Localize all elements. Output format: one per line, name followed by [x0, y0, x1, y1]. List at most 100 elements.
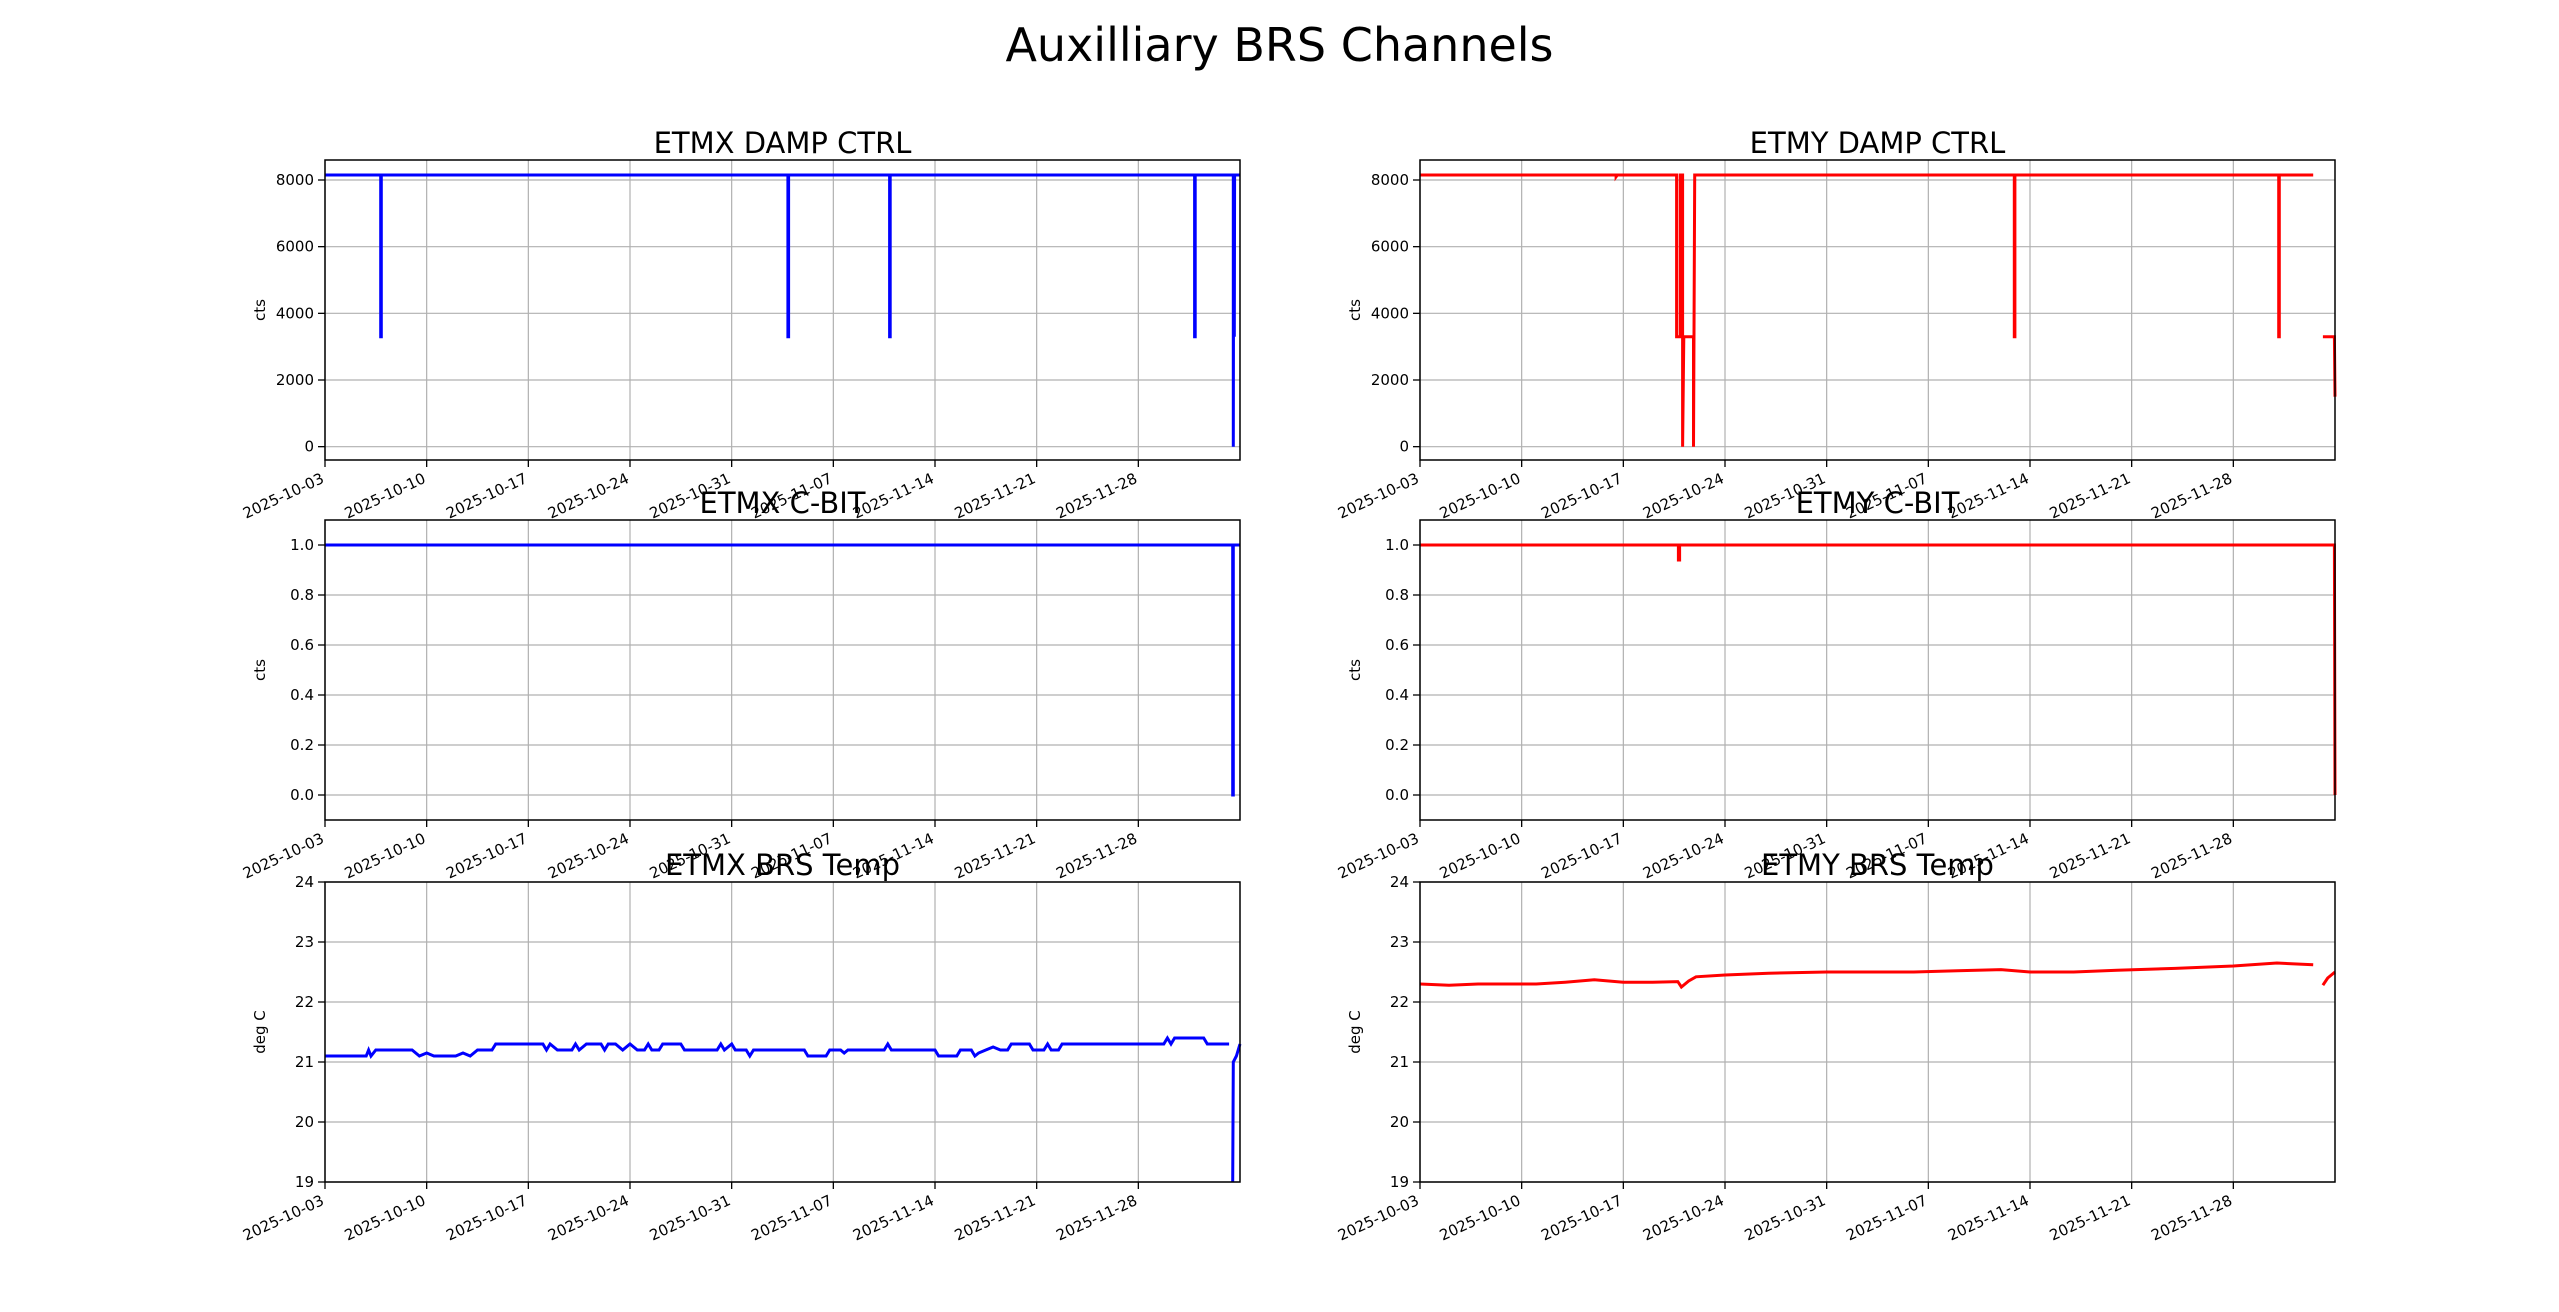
axes-frame [1419, 519, 2336, 821]
x-tick-label: 2025-11-28 [1053, 469, 1140, 522]
x-tick-label: 2025-10-17 [1538, 829, 1625, 882]
series-line [325, 543, 1240, 797]
y-tick-label: 19 [1390, 1173, 1409, 1191]
x-tick-label: 2025-11-21 [2047, 469, 2134, 522]
series-line [1420, 543, 2337, 796]
x-tick-label: 2025-10-17 [443, 829, 530, 882]
series-line [1419, 961, 2336, 990]
x-tick-label: 2025-10-31 [647, 1191, 734, 1244]
y-tick-label: 0.4 [1385, 686, 1409, 704]
x-tick-label: 2025-11-21 [2047, 1191, 2134, 1244]
y-tick-label: 0.0 [1385, 786, 1409, 804]
y-axis-label: cts [1346, 299, 1364, 321]
subplot-etmx-damp-ctrl: 0 2000 4000 6000 8000 2025-10-03 2025-10-10 202… [240, 126, 1241, 522]
y-tick-label: 23 [295, 933, 314, 951]
y-tick-label: 0.8 [290, 586, 314, 604]
y-tick-label: 8000 [1371, 171, 1409, 189]
subplot-title: ETMX BRS Temp [665, 848, 900, 882]
subplot-title: ETMY DAMP CTRL [1750, 126, 2006, 160]
axes-frame [1419, 159, 2336, 461]
subplot-title: ETMX DAMP CTRL [654, 126, 912, 160]
x-tick-label: 2025-11-07 [748, 1191, 835, 1244]
y-tick-label: 4000 [276, 304, 314, 322]
x-tick-label: 2025-10-24 [545, 469, 632, 522]
subplot-etmy-damp-ctrl: 0 2000 4000 6000 8000 2025-10-03 2025-10-10 202… [1335, 126, 2337, 522]
y-tick-label: 2000 [1371, 371, 1409, 389]
y-tick-label: 21 [295, 1053, 314, 1071]
y-axis-label: cts [1346, 659, 1364, 681]
x-tick-label: 2025-10-24 [545, 829, 632, 882]
x-tick-label: 2025-11-21 [952, 469, 1039, 522]
y-tick-label: 1.0 [290, 536, 314, 554]
series-line [325, 1035, 1242, 1183]
x-tick-label: 2025-10-10 [1437, 469, 1524, 522]
y-tick-label: 22 [1390, 993, 1409, 1011]
x-tick-label: 2025-11-21 [2047, 829, 2134, 882]
x-tick-label: 2025-10-03 [1335, 469, 1422, 522]
subplot-etmy-brs-temp: 19 20 21 22 23 24 2025-10-03 2025-10-10 2025-10-… [1335, 848, 2336, 1244]
x-tick-label: 2025-10-24 [1640, 469, 1727, 522]
y-tick-label: 0.2 [290, 736, 314, 754]
x-tick-label: 2025-10-17 [1538, 1191, 1625, 1244]
y-tick-label: 0.0 [290, 786, 314, 804]
y-tick-label: 6000 [1371, 238, 1409, 256]
y-tick-label: 0.8 [1385, 586, 1409, 604]
subplot-title: ETMY C-BIT [1796, 486, 1960, 520]
x-tick-label: 2025-10-17 [443, 469, 530, 522]
figure-title: Auxilliary BRS Channels [1005, 18, 1554, 72]
x-tick-label: 2025-10-31 [1742, 1191, 1829, 1244]
subplot-title: ETMX C-BIT [700, 486, 866, 520]
y-tick-label: 24 [1390, 873, 1409, 891]
x-tick-label: 2025-11-28 [1053, 1191, 1140, 1244]
y-tick-label: 0.6 [1385, 636, 1409, 654]
y-axis-label: deg C [251, 1010, 269, 1054]
series-line [325, 173, 1240, 447]
axes-frame [1419, 881, 2336, 1183]
x-tick-label: 2025-11-07 [1843, 1191, 1930, 1244]
subplot-title: ETMY BRS Temp [1761, 848, 1994, 882]
x-tick-label: 2025-11-21 [952, 1191, 1039, 1244]
y-tick-label: 20 [1390, 1113, 1409, 1131]
x-tick-label: 2025-10-17 [1538, 469, 1625, 522]
x-tick-label: 2025-11-28 [2148, 1191, 2235, 1244]
x-tick-label: 2025-10-03 [1335, 1191, 1422, 1244]
x-tick-label: 2025-10-10 [1437, 829, 1524, 882]
axes-frame [324, 881, 1241, 1183]
x-tick-label: 2025-11-28 [1053, 829, 1140, 882]
y-tick-label: 8000 [276, 171, 314, 189]
y-tick-label: 0.2 [1385, 736, 1409, 754]
y-tick-label: 24 [295, 873, 314, 891]
x-tick-label: 2025-11-14 [850, 1191, 937, 1244]
subplot-etmx-brs-temp: 19 20 21 22 23 24 2025-10-03 2025-10-10 2025-10-… [240, 848, 1242, 1244]
y-tick-label: 21 [1390, 1053, 1409, 1071]
y-tick-label: 4000 [1371, 304, 1409, 322]
x-tick-label: 2025-10-10 [1437, 1191, 1524, 1244]
x-tick-label: 2025-10-03 [240, 1191, 327, 1244]
y-tick-label: 23 [1390, 933, 1409, 951]
x-tick-label: 2025-11-28 [2148, 469, 2235, 522]
y-tick-label: 2000 [276, 371, 314, 389]
series-line [1420, 173, 2337, 447]
x-tick-label: 2025-10-24 [545, 1191, 632, 1244]
y-tick-label: 22 [295, 993, 314, 1011]
y-tick-label: 0.6 [290, 636, 314, 654]
x-tick-label: 2025-10-24 [1640, 1191, 1727, 1244]
y-tick-label: 6000 [276, 238, 314, 256]
x-tick-label: 2025-10-10 [342, 829, 429, 882]
x-tick-label: 2025-11-28 [2148, 829, 2235, 882]
x-tick-label: 2025-10-03 [240, 469, 327, 522]
x-tick-label: 2025-11-14 [1945, 1191, 2032, 1244]
y-tick-label: 19 [295, 1173, 314, 1191]
y-tick-label: 20 [295, 1113, 314, 1131]
y-axis-label: cts [251, 659, 269, 681]
y-tick-label: 0 [304, 438, 314, 456]
x-tick-label: 2025-10-17 [443, 1191, 530, 1244]
y-tick-label: 0.4 [290, 686, 314, 704]
axes-frame [324, 519, 1241, 821]
x-tick-label: 2025-10-10 [342, 1191, 429, 1244]
axes-frame [324, 159, 1241, 461]
y-axis-label: deg C [1346, 1010, 1364, 1054]
